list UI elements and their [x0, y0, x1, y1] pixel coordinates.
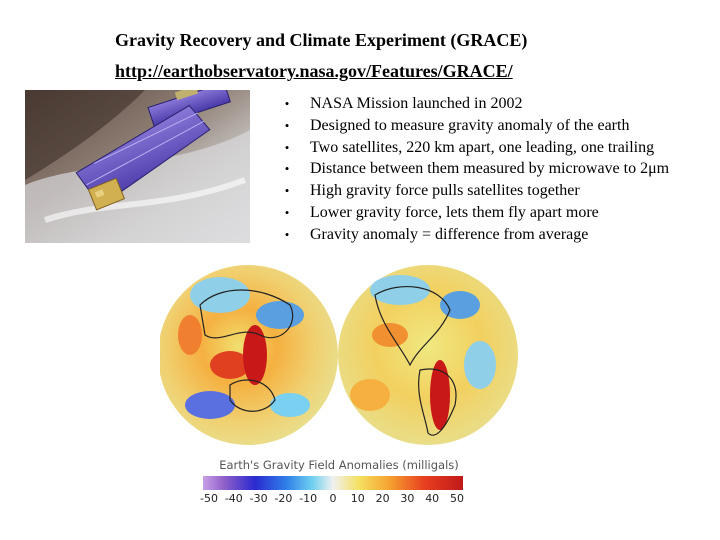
color-scale-bar [203, 476, 463, 490]
globe-asia-australia [158, 265, 338, 445]
list-item: • Gravity anomaly = difference from avera… [282, 224, 718, 246]
scale-tick-label: -30 [249, 492, 268, 505]
scale-tick-label: -20 [274, 492, 293, 505]
bullet-glyph: • [284, 204, 290, 220]
bullet-list: • NASA Mission launched in 2002 • Designed… [282, 93, 718, 246]
list-item: • Lower gravity force, lets them fly apar… [282, 202, 718, 224]
bullet-text: Gravity anomaly = difference from averag… [310, 225, 589, 243]
gravity-globes-image [158, 255, 520, 455]
bullet-text: Distance between them measured by microw… [310, 160, 670, 178]
scale-tick-label: 50 [450, 492, 464, 505]
scale-tick-label: 10 [350, 492, 365, 505]
satellite-image [25, 90, 250, 243]
scale-tick-label: -50 [200, 492, 218, 505]
figure-caption: Earth's Gravity Field Anomalies (milliga… [219, 458, 459, 472]
list-item: • Designed to measure gravity anomaly of … [282, 115, 718, 137]
bullet-glyph: • [284, 226, 290, 242]
list-item: • Distance between them measured by micro… [282, 158, 718, 180]
slide-title: Gravity Recovery and Climate Experiment … [115, 30, 528, 50]
bullet-text: Two satellites, 220 km apart, one leadin… [310, 138, 655, 156]
bullet-glyph: • [284, 96, 290, 111]
scale-tick-label: 0 [329, 492, 337, 505]
grace-link[interactable]: http://earthobservatory.nasa.gov/Feature… [115, 61, 513, 81]
bullet-text: NASA Mission launched in 2002 [310, 95, 523, 112]
bullet-glyph: • [284, 161, 290, 177]
scale-tick-label: -10 [299, 492, 318, 505]
scale-tick-label: 30 [400, 492, 415, 505]
list-item: • Two satellites, 220 km apart, one leadi… [282, 137, 718, 159]
list-item: • High gravity force pulls satellites tog… [282, 180, 718, 202]
bullet-glyph: • [284, 139, 290, 155]
bullet-text: Lower gravity force, lets them fly apart… [310, 203, 599, 221]
color-scale-ticks: -50 -40 -30 -20 -10 0 10 20 30 40 50 [200, 492, 464, 506]
bullet-glyph: • [284, 117, 290, 133]
scale-tick-label: 20 [375, 492, 390, 505]
scale-tick-label: -40 [224, 492, 243, 505]
bullet-text: Designed to measure gravity anomaly of t… [310, 116, 630, 134]
bullet-glyph: • [284, 183, 290, 199]
bullet-text: High gravity force pulls satellites toge… [310, 182, 580, 200]
list-item: • NASA Mission launched in 2002 [282, 93, 718, 115]
globe-americas [338, 265, 518, 445]
scale-tick-label: 40 [425, 492, 440, 505]
